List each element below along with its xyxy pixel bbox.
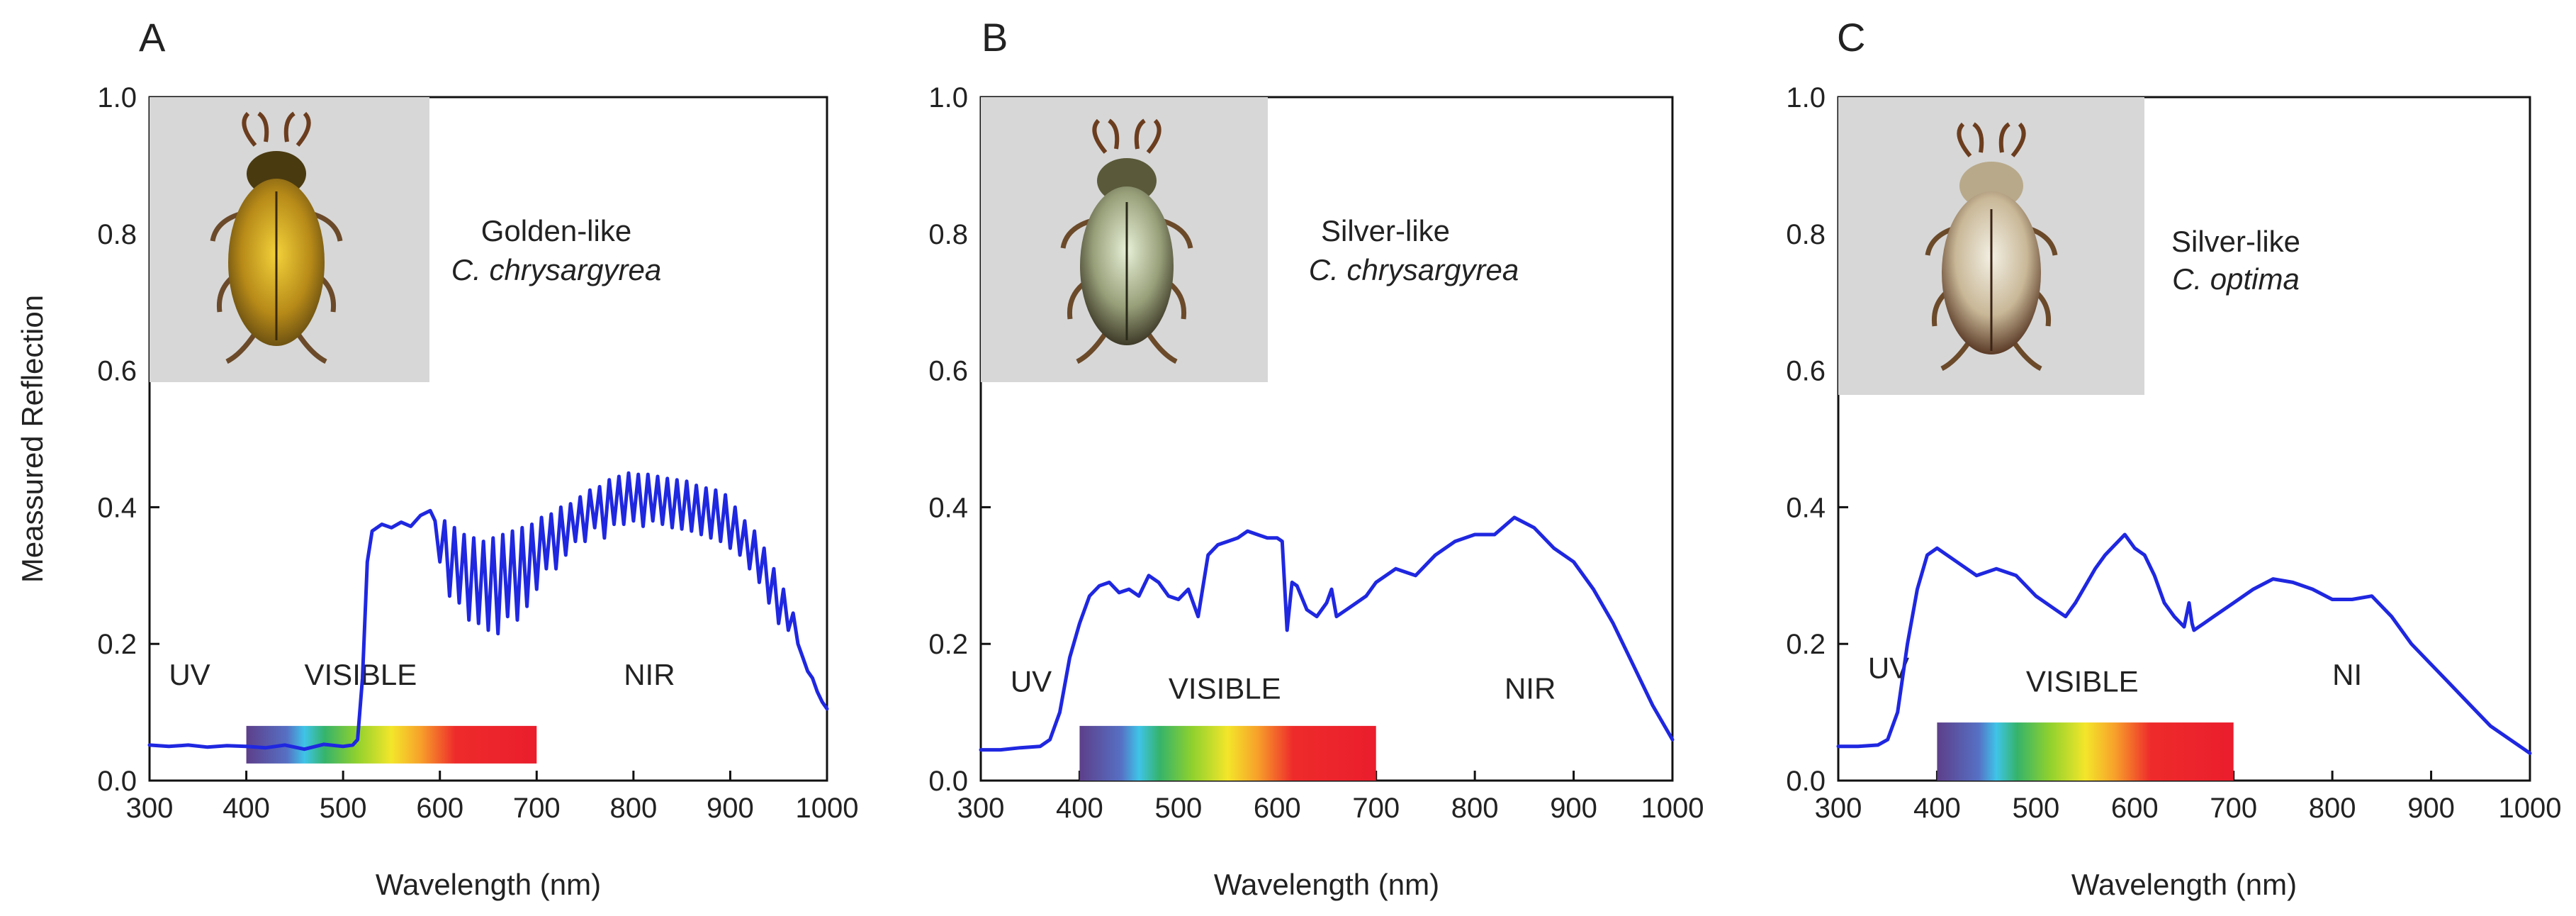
x-tick-label: 400 xyxy=(223,793,270,824)
y-tick-label: 0.2 xyxy=(1786,629,1826,660)
y-ticks: 0.0 0.2 0.4 0.6 0.8 1.0 xyxy=(97,82,159,797)
x-tick-label: 600 xyxy=(416,793,463,824)
x-tick-label: 400 xyxy=(1056,793,1103,824)
beetle-icon xyxy=(210,111,343,364)
y-tick-label: 0.4 xyxy=(928,492,968,523)
visible-spectrum-bar xyxy=(1079,725,1376,781)
y-tick-label: 0.8 xyxy=(97,219,137,250)
species-label-line1: Silver-like xyxy=(1321,214,1450,247)
region-label-nir: NIR xyxy=(624,658,675,691)
y-tick-label: 1.0 xyxy=(97,82,137,113)
x-tick-label: 800 xyxy=(2309,793,2356,824)
region-labels: UV VISIBLE NI xyxy=(1868,651,2362,698)
x-tick-label: 500 xyxy=(1154,793,1202,824)
x-tick-label: 1000 xyxy=(796,793,859,824)
region-label-nir: NI xyxy=(2332,658,2362,691)
region-label-uv: UV xyxy=(169,658,210,691)
y-tick-label: 0.6 xyxy=(928,356,968,387)
y-tick-label: 0.8 xyxy=(1786,219,1826,250)
y-ticks: 0.0 0.2 0.4 0.6 0.8 1.0 xyxy=(1786,82,1848,797)
y-tick-label: 0.6 xyxy=(1786,356,1826,387)
x-axis-title: Wavelength (nm) xyxy=(1214,868,1439,901)
x-tick-label: 800 xyxy=(1451,793,1499,824)
region-label-visible: VISIBLE xyxy=(2026,665,2139,698)
y-ticks: 0.0 0.2 0.4 0.6 0.8 1.0 xyxy=(928,82,991,797)
x-tick-label: 600 xyxy=(1254,793,1301,824)
region-label-nir: NIR xyxy=(1504,671,1556,705)
panel-label: A xyxy=(139,15,166,60)
y-tick-label: 0.2 xyxy=(97,629,137,660)
x-tick-label: 500 xyxy=(2012,793,2059,824)
species-label-line2: C. chrysargyrea xyxy=(1309,253,1519,286)
beetle-photo-golden xyxy=(150,97,429,382)
x-tick-label: 700 xyxy=(2210,793,2257,824)
x-ticks: 300 400 500 600 700 800 900 1000 xyxy=(957,771,1704,824)
visible-spectrum-bar xyxy=(1937,722,2234,781)
x-tick-label: 700 xyxy=(1352,793,1400,824)
region-labels: UV VISIBLE NIR xyxy=(1011,665,1556,705)
x-ticks: 300 400 500 600 700 800 900 1000 xyxy=(126,771,859,824)
region-label-visible: VISIBLE xyxy=(1169,671,1281,705)
y-tick-label: 0.4 xyxy=(97,492,137,523)
x-tick-label: 300 xyxy=(957,793,1005,824)
x-tick-label: 800 xyxy=(609,793,657,824)
reflection-curve xyxy=(1836,532,2532,755)
panel-label: B xyxy=(982,15,1008,60)
region-labels: UV VISIBLE NIR xyxy=(169,658,675,691)
x-tick-label: 300 xyxy=(126,793,174,824)
region-label-uv: UV xyxy=(1011,665,1052,698)
panel-b: B 300 400 500 600 700 800 900 1000 0.0 0.2 0.4 0.6… xyxy=(928,15,1704,901)
x-tick-label: 400 xyxy=(1913,793,1961,824)
species-label-line1: Golden-like xyxy=(481,214,631,247)
x-tick-label: 1000 xyxy=(2499,793,2562,824)
plot-frame xyxy=(148,96,828,782)
reflection-curve xyxy=(147,471,829,752)
y-tick-label: 0.2 xyxy=(928,629,968,660)
beetle-photo-optima xyxy=(1838,97,2144,395)
y-tick-label: 0.8 xyxy=(928,219,968,250)
y-tick-label: 0.6 xyxy=(97,356,137,387)
panel-label: C xyxy=(1837,15,1865,60)
x-axis-title: Wavelength (nm) xyxy=(2071,868,2297,901)
x-tick-label: 1000 xyxy=(1641,793,1704,824)
x-tick-label: 500 xyxy=(320,793,367,824)
x-tick-label: 600 xyxy=(2111,793,2159,824)
x-tick-label: 900 xyxy=(1550,793,1597,824)
x-tick-label: 700 xyxy=(513,793,561,824)
reflection-curve xyxy=(979,515,1675,752)
x-tick-label: 300 xyxy=(1815,793,1862,824)
visible-spectrum-bar xyxy=(246,725,537,764)
species-label-line1: Silver-like xyxy=(2171,225,2300,258)
y-tick-label: 1.0 xyxy=(1786,82,1826,113)
beetle-photo-silver xyxy=(981,97,1268,382)
beetle-icon xyxy=(1925,122,2058,372)
x-tick-label: 900 xyxy=(2407,793,2455,824)
x-tick-label: 900 xyxy=(707,793,754,824)
x-ticks: 300 400 500 600 700 800 900 1000 xyxy=(1815,771,2562,824)
y-tick-label: 0.0 xyxy=(928,766,968,797)
panel-a: A 300 400 500 600 700 800 900 1000 0.0 0.2 0.4 0.6… xyxy=(16,15,858,901)
y-tick-label: 1.0 xyxy=(928,82,968,113)
species-label-line2: C. chrysargyrea xyxy=(451,253,661,286)
y-tick-label: 0.0 xyxy=(97,766,137,797)
x-axis-title: Wavelength (nm) xyxy=(376,868,601,901)
beetle-icon xyxy=(1060,118,1193,364)
y-axis-title: Meassured Reflection xyxy=(16,295,49,583)
species-label-line2: C. optima xyxy=(2172,262,2300,296)
y-tick-label: 0.0 xyxy=(1786,766,1826,797)
panel-c: C 300 400 500 600 700 800 900 1000 0.0 0.2 0.4 0.6… xyxy=(1786,15,2561,901)
y-tick-label: 0.4 xyxy=(1786,492,1826,523)
